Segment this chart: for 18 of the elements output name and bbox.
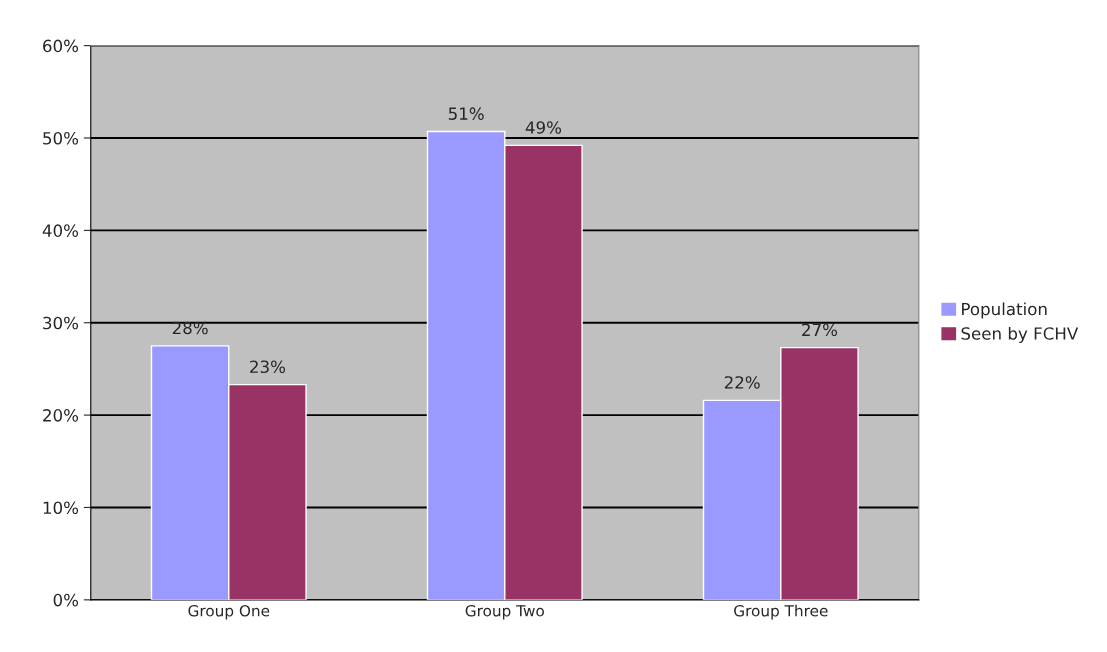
x-tick-label: Group Three <box>734 604 828 620</box>
y-tick-label: 0% <box>53 593 79 607</box>
data-label: 49% <box>525 121 562 134</box>
y-tick-label: 60% <box>43 39 79 53</box>
y-tick-label: 50% <box>43 131 79 145</box>
x-tick-label: Group One <box>188 604 270 620</box>
data-label: 28% <box>172 321 208 335</box>
legend-label: Population <box>962 302 1047 319</box>
x-tick-label: Group Two <box>465 604 544 620</box>
data-label: 27% <box>802 323 838 337</box>
data-label: 51% <box>448 107 484 120</box>
y-tick-label: 40% <box>42 224 79 237</box>
data-label: 23% <box>250 360 286 374</box>
legend-label: Seen by FCHV <box>961 326 1079 344</box>
y-tick-label: 10% <box>43 501 79 515</box>
data-label: 22% <box>724 376 760 389</box>
y-tick-label: 20% <box>43 409 79 422</box>
y-tick-label: 30% <box>43 316 79 330</box>
